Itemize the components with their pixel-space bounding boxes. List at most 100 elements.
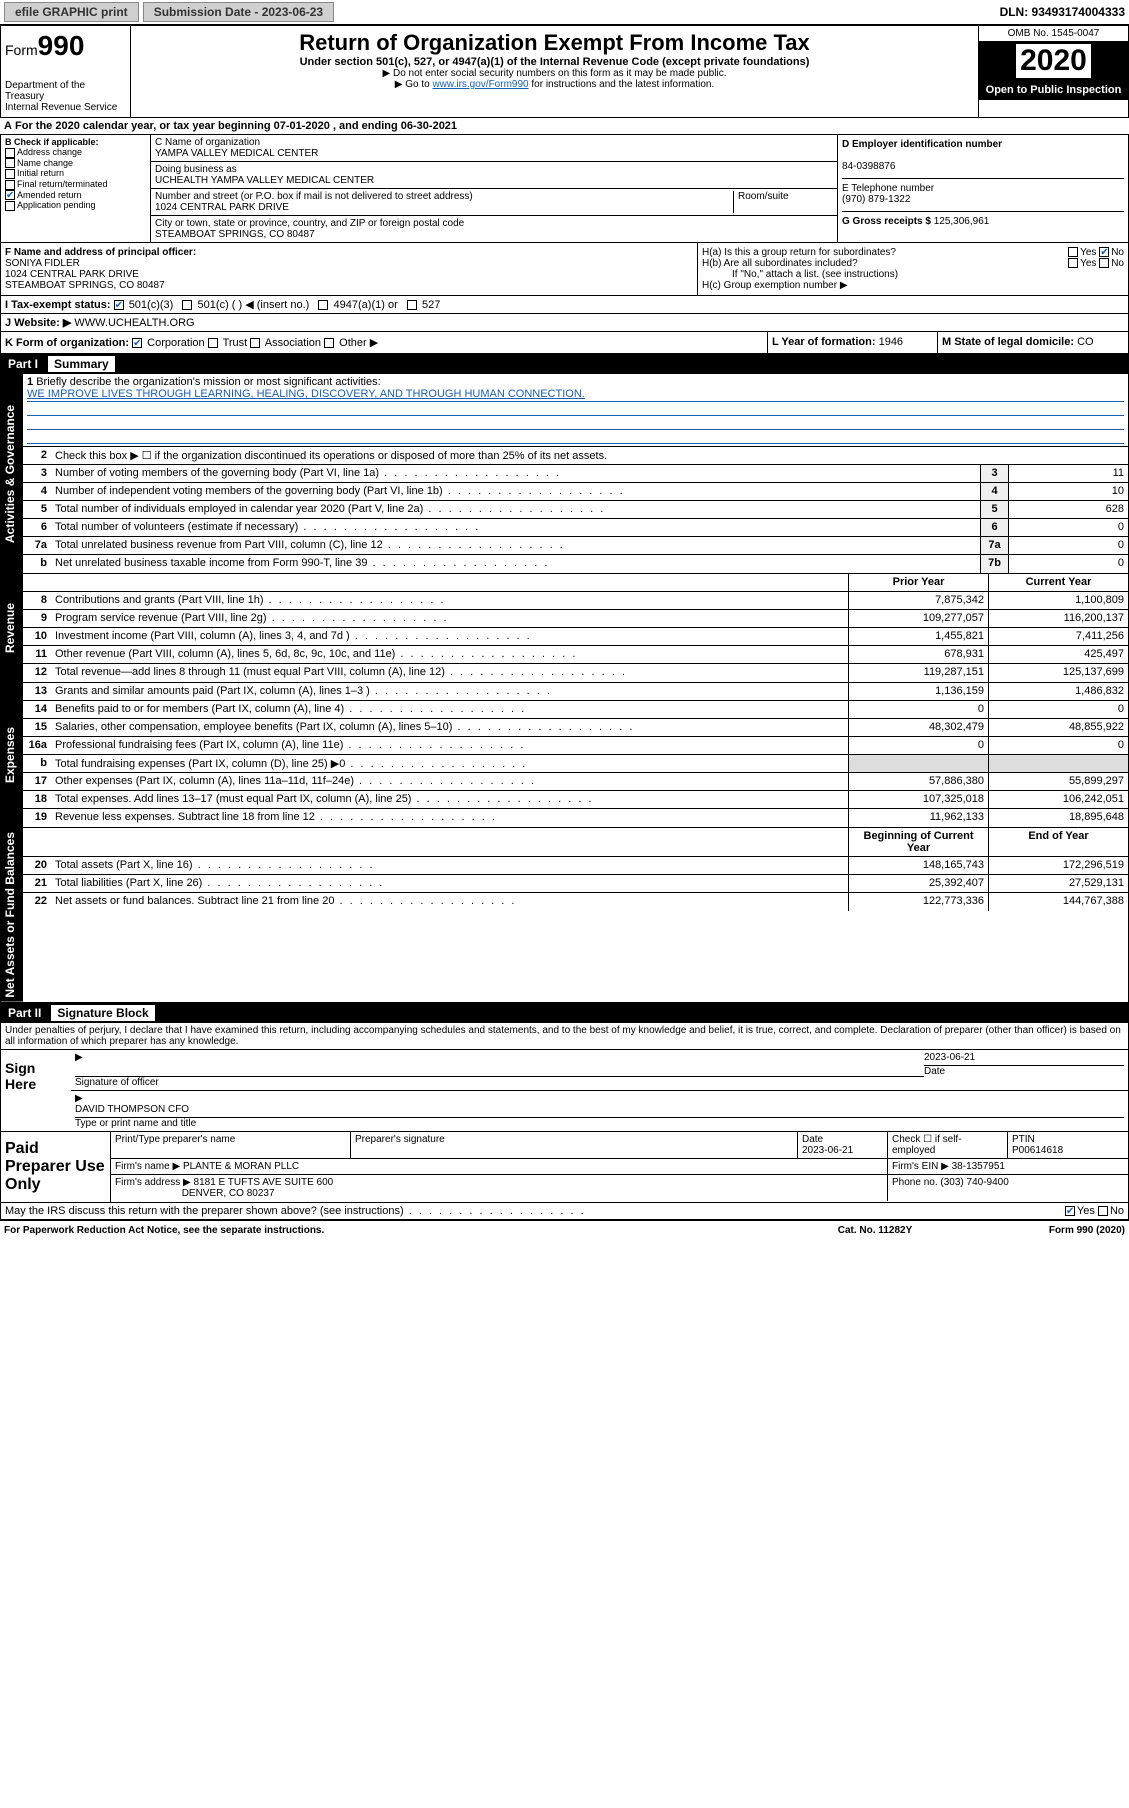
footer-mid: Cat. No. 11282Y — [775, 1225, 975, 1236]
chk-name[interactable] — [5, 158, 15, 168]
opt-initial: Initial return — [17, 168, 64, 178]
m-val: CO — [1077, 336, 1094, 348]
line-3: 3Number of voting members of the governi… — [23, 465, 1128, 483]
discuss-row: May the IRS discuss this return with the… — [0, 1203, 1129, 1220]
firm-addr2: DENVER, CO 80237 — [182, 1188, 275, 1199]
summary-rev: Revenue Prior Year Current Year 8Contrib… — [0, 574, 1129, 683]
phone-label: Phone no. — [892, 1177, 938, 1188]
na-content: Beginning of Current Year End of Year 20… — [23, 828, 1128, 1002]
header-right: OMB No. 1545-0047 2020 Open to Public In… — [978, 26, 1128, 117]
g-val: 125,306,961 — [934, 216, 990, 227]
hb-yes[interactable] — [1068, 258, 1078, 268]
part1-header: Part I Summary — [0, 354, 1129, 374]
chk-address[interactable] — [5, 148, 15, 158]
chk-assoc[interactable] — [250, 338, 260, 348]
line-13: 13Grants and similar amounts paid (Part … — [23, 683, 1128, 701]
m-label: M State of legal domicile: — [942, 336, 1074, 348]
line-b: bNet unrelated business taxable income f… — [23, 555, 1128, 573]
paid-title: Paid Preparer Use Only — [1, 1132, 111, 1202]
line-15: 15Salaries, other compensation, employee… — [23, 719, 1128, 737]
j-label: J Website: ▶ — [5, 317, 71, 329]
city-val: STEAMBOAT SPRINGS, CO 80487 — [155, 229, 315, 240]
prep-name-label: Print/Type preparer's name — [111, 1132, 351, 1158]
chk-501c3[interactable] — [114, 300, 124, 310]
opt-final: Final return/terminated — [17, 179, 108, 189]
rev-content: Prior Year Current Year 8Contributions a… — [23, 574, 1128, 682]
city-label: City or town, state or province, country… — [155, 218, 464, 229]
form-990: 990 — [38, 30, 85, 61]
box-b-label: B Check if applicable: — [5, 137, 99, 147]
box-k: K Form of organization: Corporation Trus… — [1, 332, 768, 353]
box-f: F Name and address of principal officer:… — [1, 243, 698, 295]
dba-val: UCHEALTH YAMPA VALLEY MEDICAL CENTER — [155, 175, 374, 186]
part2-header: Part II Signature Block — [0, 1003, 1129, 1023]
chk-corp[interactable] — [132, 338, 142, 348]
irs-link[interactable]: www.irs.gov/Form990 — [432, 79, 528, 90]
line-a: A For the 2020 calendar year, or tax yea… — [0, 118, 1129, 135]
top-bar: efile GRAPHIC print Submission Date - 20… — [0, 0, 1129, 25]
box-deg: D Employer identification number84-03988… — [838, 135, 1128, 242]
c-val: YAMPA VALLEY MEDICAL CENTER — [155, 148, 318, 159]
discuss-yes[interactable] — [1065, 1206, 1075, 1216]
chk-amended[interactable] — [5, 190, 15, 200]
chk-other[interactable] — [324, 338, 334, 348]
submission-button[interactable]: Submission Date - 2023-06-23 — [143, 2, 334, 22]
opt-trust: Trust — [223, 337, 248, 349]
efile-button[interactable]: efile GRAPHIC print — [4, 2, 139, 22]
chk-initial[interactable] — [5, 169, 15, 179]
e-label: E Telephone number — [842, 183, 934, 194]
discuss-no[interactable] — [1098, 1206, 1108, 1216]
opt-527: 527 — [422, 299, 440, 311]
ha-no[interactable] — [1099, 247, 1109, 257]
chk-trust[interactable] — [208, 338, 218, 348]
header-mid: Return of Organization Exempt From Incom… — [131, 26, 978, 117]
line-14: 14Benefits paid to or for members (Part … — [23, 701, 1128, 719]
dln-label: DLN: 93493174004333 — [1000, 5, 1125, 19]
firm-name: PLANTE & MORAN PLLC — [183, 1161, 299, 1172]
line-7a: 7aTotal unrelated business revenue from … — [23, 537, 1128, 555]
j-val: WWW.UCHEALTH.ORG — [74, 317, 194, 329]
hb-no[interactable] — [1099, 258, 1109, 268]
phone-val: (303) 740-9400 — [940, 1177, 1008, 1188]
opt-501c: 501(c) ( ) ◀ (insert no.) — [198, 299, 310, 311]
ha-yes[interactable] — [1068, 247, 1078, 257]
form-subtitle: Under section 501(c), 527, or 4947(a)(1)… — [137, 56, 972, 68]
sig-officer-label: Signature of officer — [75, 1077, 159, 1088]
row-i: I Tax-exempt status: 501(c)(3) 501(c) ( … — [0, 296, 1129, 314]
box-l: L Year of formation: 1946 — [768, 332, 938, 353]
chk-4947[interactable] — [318, 300, 328, 310]
opt-other: Other ▶ — [339, 337, 378, 349]
line-11: 11Other revenue (Part VIII, column (A), … — [23, 646, 1128, 664]
line-5: 5Total number of individuals employed in… — [23, 501, 1128, 519]
sign-here-block: Sign Here Signature of officer 2023-06-2… — [0, 1050, 1129, 1132]
chk-final[interactable] — [5, 180, 15, 190]
mission-blank1 — [27, 402, 1124, 416]
g-label: G Gross receipts $ — [842, 216, 931, 227]
ag-content: 1 Briefly describe the organization's mi… — [23, 374, 1128, 573]
firm-ein-label: Firm's EIN ▶ — [892, 1161, 949, 1172]
open-public: Open to Public Inspection — [979, 80, 1128, 100]
chk-pending[interactable] — [5, 201, 15, 211]
part2-sub: Signature Block — [51, 1005, 154, 1021]
line-18: 18Total expenses. Add lines 13–17 (must … — [23, 791, 1128, 809]
hdr-prior-year: Prior Year — [848, 574, 988, 591]
part1-title: Part I — [8, 357, 48, 371]
form-number: Form990 — [5, 30, 126, 62]
paid-right: Print/Type preparer's name Preparer's si… — [111, 1132, 1128, 1202]
chk-527[interactable] — [407, 300, 417, 310]
k-label: K Form of organization: — [5, 337, 129, 349]
row-j: J Website: ▶ WWW.UCHEALTH.ORG — [0, 314, 1129, 332]
chk-501c[interactable] — [182, 300, 192, 310]
addr-val: 1024 CENTRAL PARK DRIVE — [155, 202, 289, 213]
line-17: 17Other expenses (Part IX, column (A), l… — [23, 773, 1128, 791]
prep-sig-label: Preparer's signature — [351, 1132, 798, 1158]
sig-name: DAVID THOMPSON CFO — [75, 1104, 1124, 1118]
line-6: 6Total number of volunteers (estimate if… — [23, 519, 1128, 537]
box-b: B Check if applicable: Address change Na… — [1, 135, 151, 242]
ha-label: H(a) Is this a group return for subordin… — [702, 247, 896, 258]
firm-ein: 38-1357951 — [952, 1161, 1005, 1172]
na-hdr: Beginning of Current Year End of Year — [23, 828, 1128, 857]
footer-left: For Paperwork Reduction Act Notice, see … — [4, 1225, 775, 1236]
hc-label: H(c) Group exemption number ▶ — [702, 280, 1124, 291]
row-fh: F Name and address of principal officer:… — [0, 243, 1129, 296]
